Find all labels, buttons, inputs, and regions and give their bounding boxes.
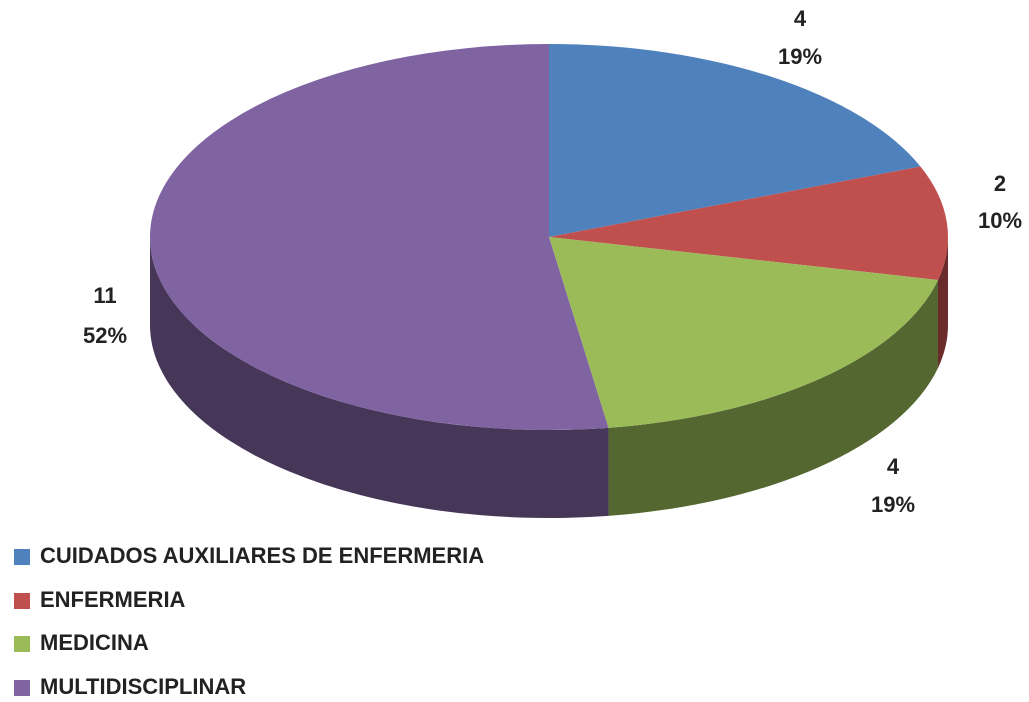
data-label: 4 <box>794 6 807 31</box>
pie-slice-side <box>150 237 609 518</box>
legend-swatch <box>14 593 30 609</box>
legend-label: MEDICINA <box>40 630 149 655</box>
legend-label: MULTIDISCIPLINAR <box>40 674 246 699</box>
pie-slice <box>549 237 938 428</box>
legend-swatch <box>14 549 30 565</box>
data-label-percent: 52% <box>83 323 127 348</box>
data-label-percent: 19% <box>778 44 822 69</box>
pie-slice <box>549 44 921 237</box>
pie-slice-side <box>937 237 948 368</box>
pie-slice <box>149 44 609 431</box>
legend-swatch <box>14 636 30 652</box>
data-label: 11 <box>93 283 116 308</box>
pie-slice-side <box>608 279 938 516</box>
data-label-percent: 19% <box>871 492 915 517</box>
pie-slice <box>549 166 948 280</box>
legend-label: CUIDADOS AUXILIARES DE ENFERMERIA <box>40 543 484 568</box>
legend-swatch <box>14 680 30 696</box>
data-label-percent: 10% <box>978 208 1022 233</box>
legend-label: ENFERMERIA <box>40 587 186 612</box>
data-label: 2 <box>994 171 1006 196</box>
data-label: 4 <box>887 454 900 479</box>
